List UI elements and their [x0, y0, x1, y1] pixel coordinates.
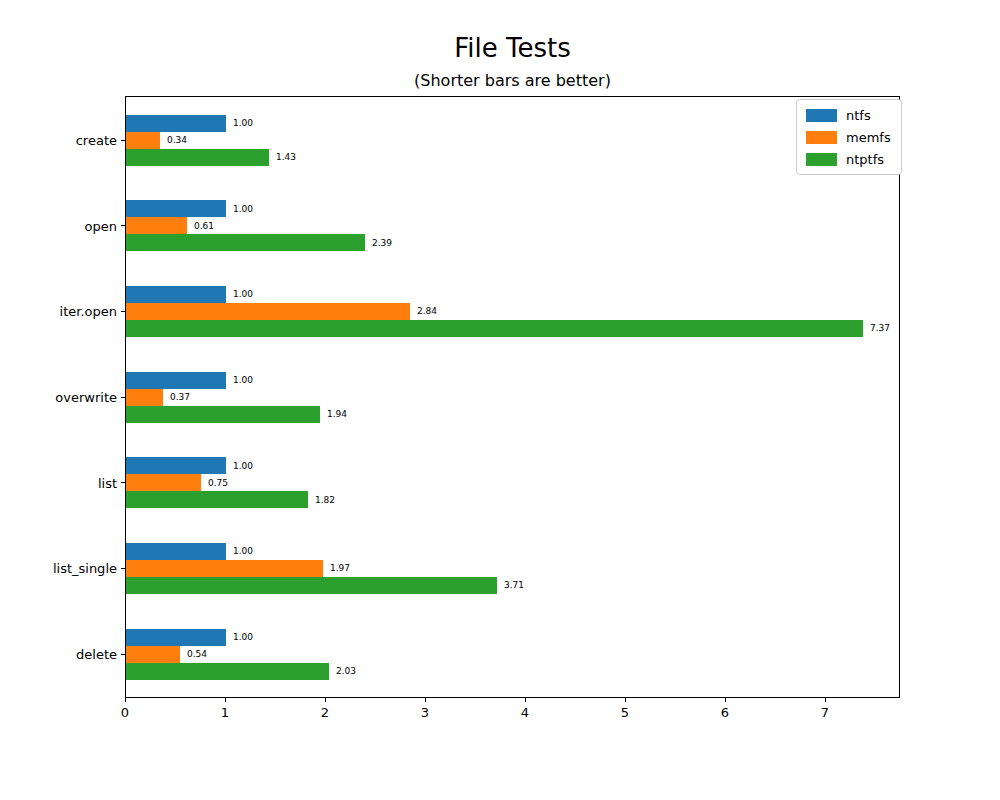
- legend: ntfs memfs ntptfs: [796, 99, 902, 175]
- bar-value-ntfs-overwrite: 1.00: [233, 376, 253, 385]
- x-tick-label-2: 2: [321, 706, 329, 719]
- legend-label-ntptfs: ntptfs: [846, 153, 884, 166]
- y-tick-label-iter.open: iter.open: [0, 305, 117, 318]
- bar-ntfs-list_single: [126, 543, 226, 560]
- bar-value-ntfs-open: 1.00: [233, 204, 253, 213]
- bar-value-ntptfs-open: 2.39: [372, 238, 392, 247]
- x-tick-mark: [225, 698, 226, 702]
- bar-ntfs-iter.open: [126, 286, 226, 303]
- bar-value-memfs-list: 0.75: [208, 478, 228, 487]
- bar-value-ntptfs-create: 1.43: [276, 153, 296, 162]
- x-tick-label-6: 6: [721, 706, 729, 719]
- x-tick-mark: [825, 698, 826, 702]
- chart-subtitle: (Shorter bars are better): [125, 72, 900, 90]
- bar-value-memfs-create: 0.34: [167, 136, 187, 145]
- x-tick-mark: [625, 698, 626, 702]
- y-tick-mark: [121, 397, 125, 398]
- figure: File Tests (Shorter bars are better) cre…: [0, 0, 1000, 800]
- bar-memfs-list: [126, 474, 201, 491]
- bar-value-ntfs-delete: 1.00: [233, 633, 253, 642]
- bar-memfs-list_single: [126, 560, 323, 577]
- y-tick-label-delete: delete: [0, 648, 117, 661]
- y-tick-mark: [121, 568, 125, 569]
- bar-value-ntptfs-iter.open: 7.37: [870, 324, 890, 333]
- bar-ntfs-open: [126, 200, 226, 217]
- bar-ntfs-list: [126, 457, 226, 474]
- plot-area: [125, 96, 900, 698]
- bar-value-ntptfs-list_single: 3.71: [504, 581, 524, 590]
- x-tick-mark: [525, 698, 526, 702]
- bar-memfs-open: [126, 217, 187, 234]
- legend-swatch-ntptfs: [806, 153, 837, 166]
- bar-value-ntfs-create: 1.00: [233, 119, 253, 128]
- y-tick-label-overwrite: overwrite: [0, 391, 117, 404]
- bar-value-memfs-iter.open: 2.84: [417, 307, 437, 316]
- bar-value-ntptfs-list: 1.82: [315, 495, 335, 504]
- x-tick-mark: [725, 698, 726, 702]
- bar-value-ntfs-iter.open: 1.00: [233, 290, 253, 299]
- x-tick-label-0: 0: [121, 706, 129, 719]
- bar-ntfs-delete: [126, 629, 226, 646]
- bar-value-ntptfs-overwrite: 1.94: [327, 410, 347, 419]
- bar-value-ntptfs-delete: 2.03: [336, 667, 356, 676]
- x-tick-label-7: 7: [821, 706, 829, 719]
- y-tick-mark: [121, 654, 125, 655]
- bar-memfs-delete: [126, 646, 180, 663]
- y-tick-mark: [121, 482, 125, 483]
- x-tick-label-5: 5: [621, 706, 629, 719]
- x-tick-mark: [325, 698, 326, 702]
- legend-item-memfs: memfs: [806, 130, 892, 144]
- legend-swatch-memfs: [806, 131, 837, 144]
- bar-value-memfs-delete: 0.54: [187, 650, 207, 659]
- x-tick-label-3: 3: [421, 706, 429, 719]
- y-tick-mark: [121, 311, 125, 312]
- legend-item-ntptfs: ntptfs: [806, 152, 892, 166]
- bar-value-memfs-open: 0.61: [194, 221, 214, 230]
- y-tick-mark: [121, 225, 125, 226]
- legend-item-ntfs: ntfs: [806, 108, 892, 122]
- bar-ntptfs-open: [126, 234, 365, 251]
- bar-value-ntfs-list: 1.00: [233, 461, 253, 470]
- y-tick-label-list_single: list_single: [0, 562, 117, 575]
- x-tick-label-4: 4: [521, 706, 529, 719]
- legend-swatch-ntfs: [806, 109, 837, 122]
- bar-value-memfs-list_single: 1.97: [330, 564, 350, 573]
- bar-ntptfs-overwrite: [126, 406, 320, 423]
- bar-ntfs-overwrite: [126, 372, 226, 389]
- x-tick-mark: [125, 698, 126, 702]
- legend-label-memfs: memfs: [846, 131, 891, 144]
- chart-title: File Tests: [125, 33, 900, 63]
- y-tick-label-list: list: [0, 476, 117, 489]
- y-tick-label-open: open: [0, 219, 117, 232]
- y-tick-mark: [121, 140, 125, 141]
- bar-ntptfs-delete: [126, 663, 329, 680]
- y-tick-label-create: create: [0, 134, 117, 147]
- bar-ntptfs-create: [126, 149, 269, 166]
- x-tick-mark: [425, 698, 426, 702]
- bar-ntptfs-list_single: [126, 577, 497, 594]
- bar-memfs-iter.open: [126, 303, 410, 320]
- bar-value-ntfs-list_single: 1.00: [233, 547, 253, 556]
- bar-ntfs-create: [126, 115, 226, 132]
- bar-memfs-create: [126, 132, 160, 149]
- legend-label-ntfs: ntfs: [846, 109, 871, 122]
- bar-ntptfs-iter.open: [126, 320, 863, 337]
- bar-value-memfs-overwrite: 0.37: [170, 393, 190, 402]
- x-tick-label-1: 1: [221, 706, 229, 719]
- bar-memfs-overwrite: [126, 389, 163, 406]
- bar-ntptfs-list: [126, 491, 308, 508]
